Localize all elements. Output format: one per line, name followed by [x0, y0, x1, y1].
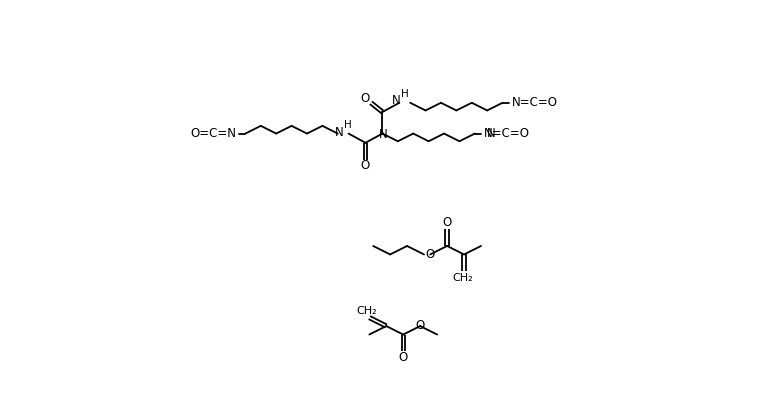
Text: O: O: [442, 216, 452, 229]
Text: O: O: [425, 248, 435, 261]
Text: O=C=N: O=C=N: [190, 127, 236, 140]
Text: N: N: [392, 94, 401, 107]
Text: CH₂: CH₂: [356, 306, 377, 316]
Text: N=C=O: N=C=O: [484, 127, 530, 140]
Text: N=C=O: N=C=O: [512, 96, 558, 109]
Text: O: O: [361, 160, 370, 172]
Text: CH₂: CH₂: [452, 273, 473, 283]
Text: H: H: [344, 121, 352, 131]
Text: N: N: [379, 128, 388, 141]
Text: O: O: [415, 319, 425, 332]
Text: O: O: [399, 351, 408, 364]
Text: N: N: [335, 126, 343, 139]
Text: N: N: [487, 127, 495, 140]
Text: H: H: [401, 89, 409, 99]
Text: O: O: [361, 92, 370, 105]
